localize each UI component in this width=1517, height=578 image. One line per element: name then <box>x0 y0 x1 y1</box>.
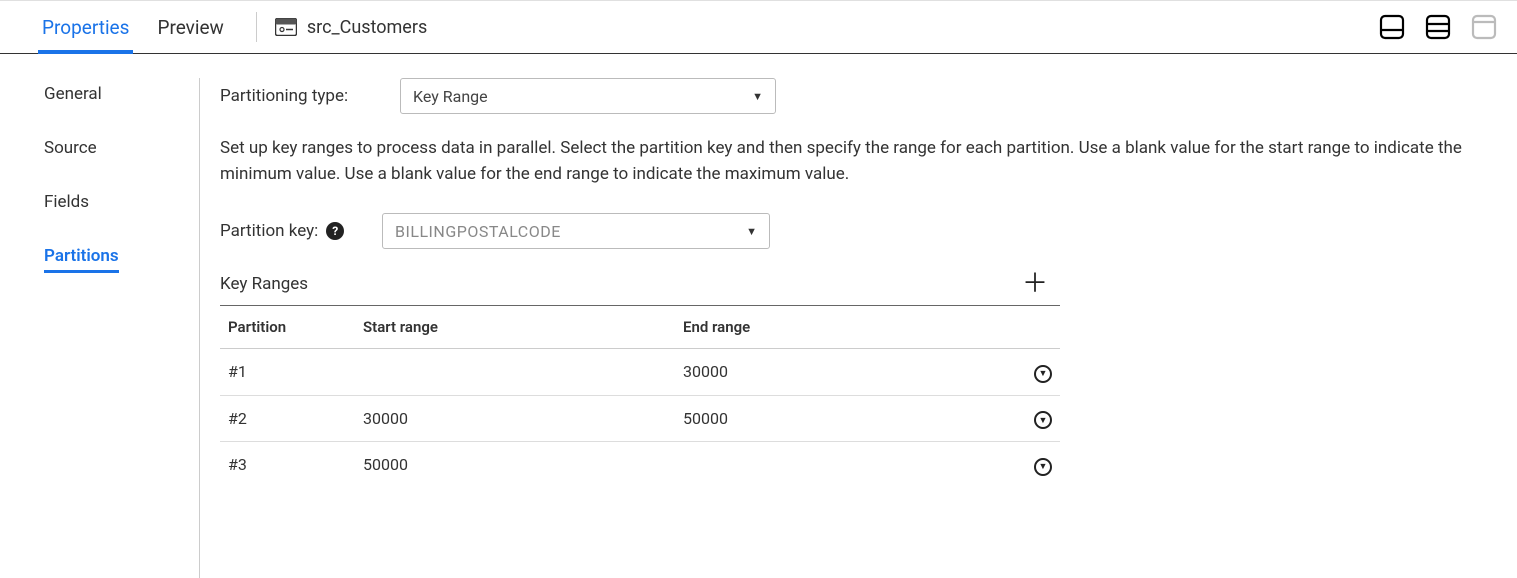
column-actions <box>1010 306 1060 349</box>
sidebar-item-source[interactable]: Source <box>44 132 97 164</box>
sidebar-item-partitions[interactable]: Partitions <box>44 240 119 273</box>
partition-key-dropdown[interactable]: BILLINGPOSTALCODE ▼ <box>382 213 770 249</box>
source-chip: src_Customers <box>275 17 427 38</box>
sidebar: General Source Fields Partitions <box>0 78 200 578</box>
row-menu-icon[interactable]: ▼ <box>1034 365 1052 383</box>
chevron-down-icon: ▼ <box>752 90 763 103</box>
table-row: #350000 ▼ <box>220 442 1060 488</box>
cell-start-range[interactable]: 50000 <box>355 442 675 488</box>
partitioning-type-label: Partitioning type: <box>220 86 400 106</box>
cell-partition: #1 <box>220 349 355 396</box>
key-ranges-table: Partition Start range End range #130000▼… <box>220 305 1060 488</box>
partitioning-type-dropdown[interactable]: Key Range ▼ <box>400 78 776 114</box>
column-partition: Partition <box>220 306 355 349</box>
key-ranges-title: Key Ranges <box>220 274 308 294</box>
top-tabs: Properties Preview <box>40 1 250 53</box>
cell-end-range[interactable]: 50000 <box>675 395 1010 442</box>
partitioning-type-value: Key Range <box>413 87 488 106</box>
layout-full-icon[interactable] <box>1471 14 1497 40</box>
chevron-down-icon: ▼ <box>746 225 757 238</box>
tab-preview[interactable]: Preview <box>155 1 225 53</box>
add-range-button[interactable]: ＋ <box>1010 271 1060 297</box>
cell-start-range[interactable] <box>355 349 675 396</box>
cell-partition: #3 <box>220 442 355 488</box>
layout-single-icon[interactable] <box>1379 14 1405 40</box>
cell-partition: #2 <box>220 395 355 442</box>
table-row: #1 30000 ▼ <box>220 349 1060 396</box>
source-icon <box>275 18 297 36</box>
sidebar-item-general[interactable]: General <box>44 78 102 110</box>
cell-start-range[interactable]: 30000 <box>355 395 675 442</box>
help-icon[interactable]: ? <box>326 222 344 240</box>
source-name: src_Customers <box>307 17 427 38</box>
sidebar-item-fields[interactable]: Fields <box>44 186 89 218</box>
row-menu-icon[interactable]: ▼ <box>1034 458 1052 476</box>
column-end-range: End range <box>675 306 1010 349</box>
partition-key-value: BILLINGPOSTALCODE <box>395 222 561 241</box>
tab-properties[interactable]: Properties <box>40 1 131 53</box>
cell-end-range[interactable] <box>675 442 1010 488</box>
column-start-range: Start range <box>355 306 675 349</box>
separator <box>256 12 257 42</box>
cell-end-range[interactable]: 30000 <box>675 349 1010 396</box>
partition-key-label: Partition key: <box>220 221 318 241</box>
table-row: #23000050000 ▼ <box>220 395 1060 442</box>
row-menu-icon[interactable]: ▼ <box>1034 411 1052 429</box>
description-text: Set up key ranges to process data in par… <box>220 136 1480 187</box>
layout-split-icon[interactable] <box>1425 14 1451 40</box>
